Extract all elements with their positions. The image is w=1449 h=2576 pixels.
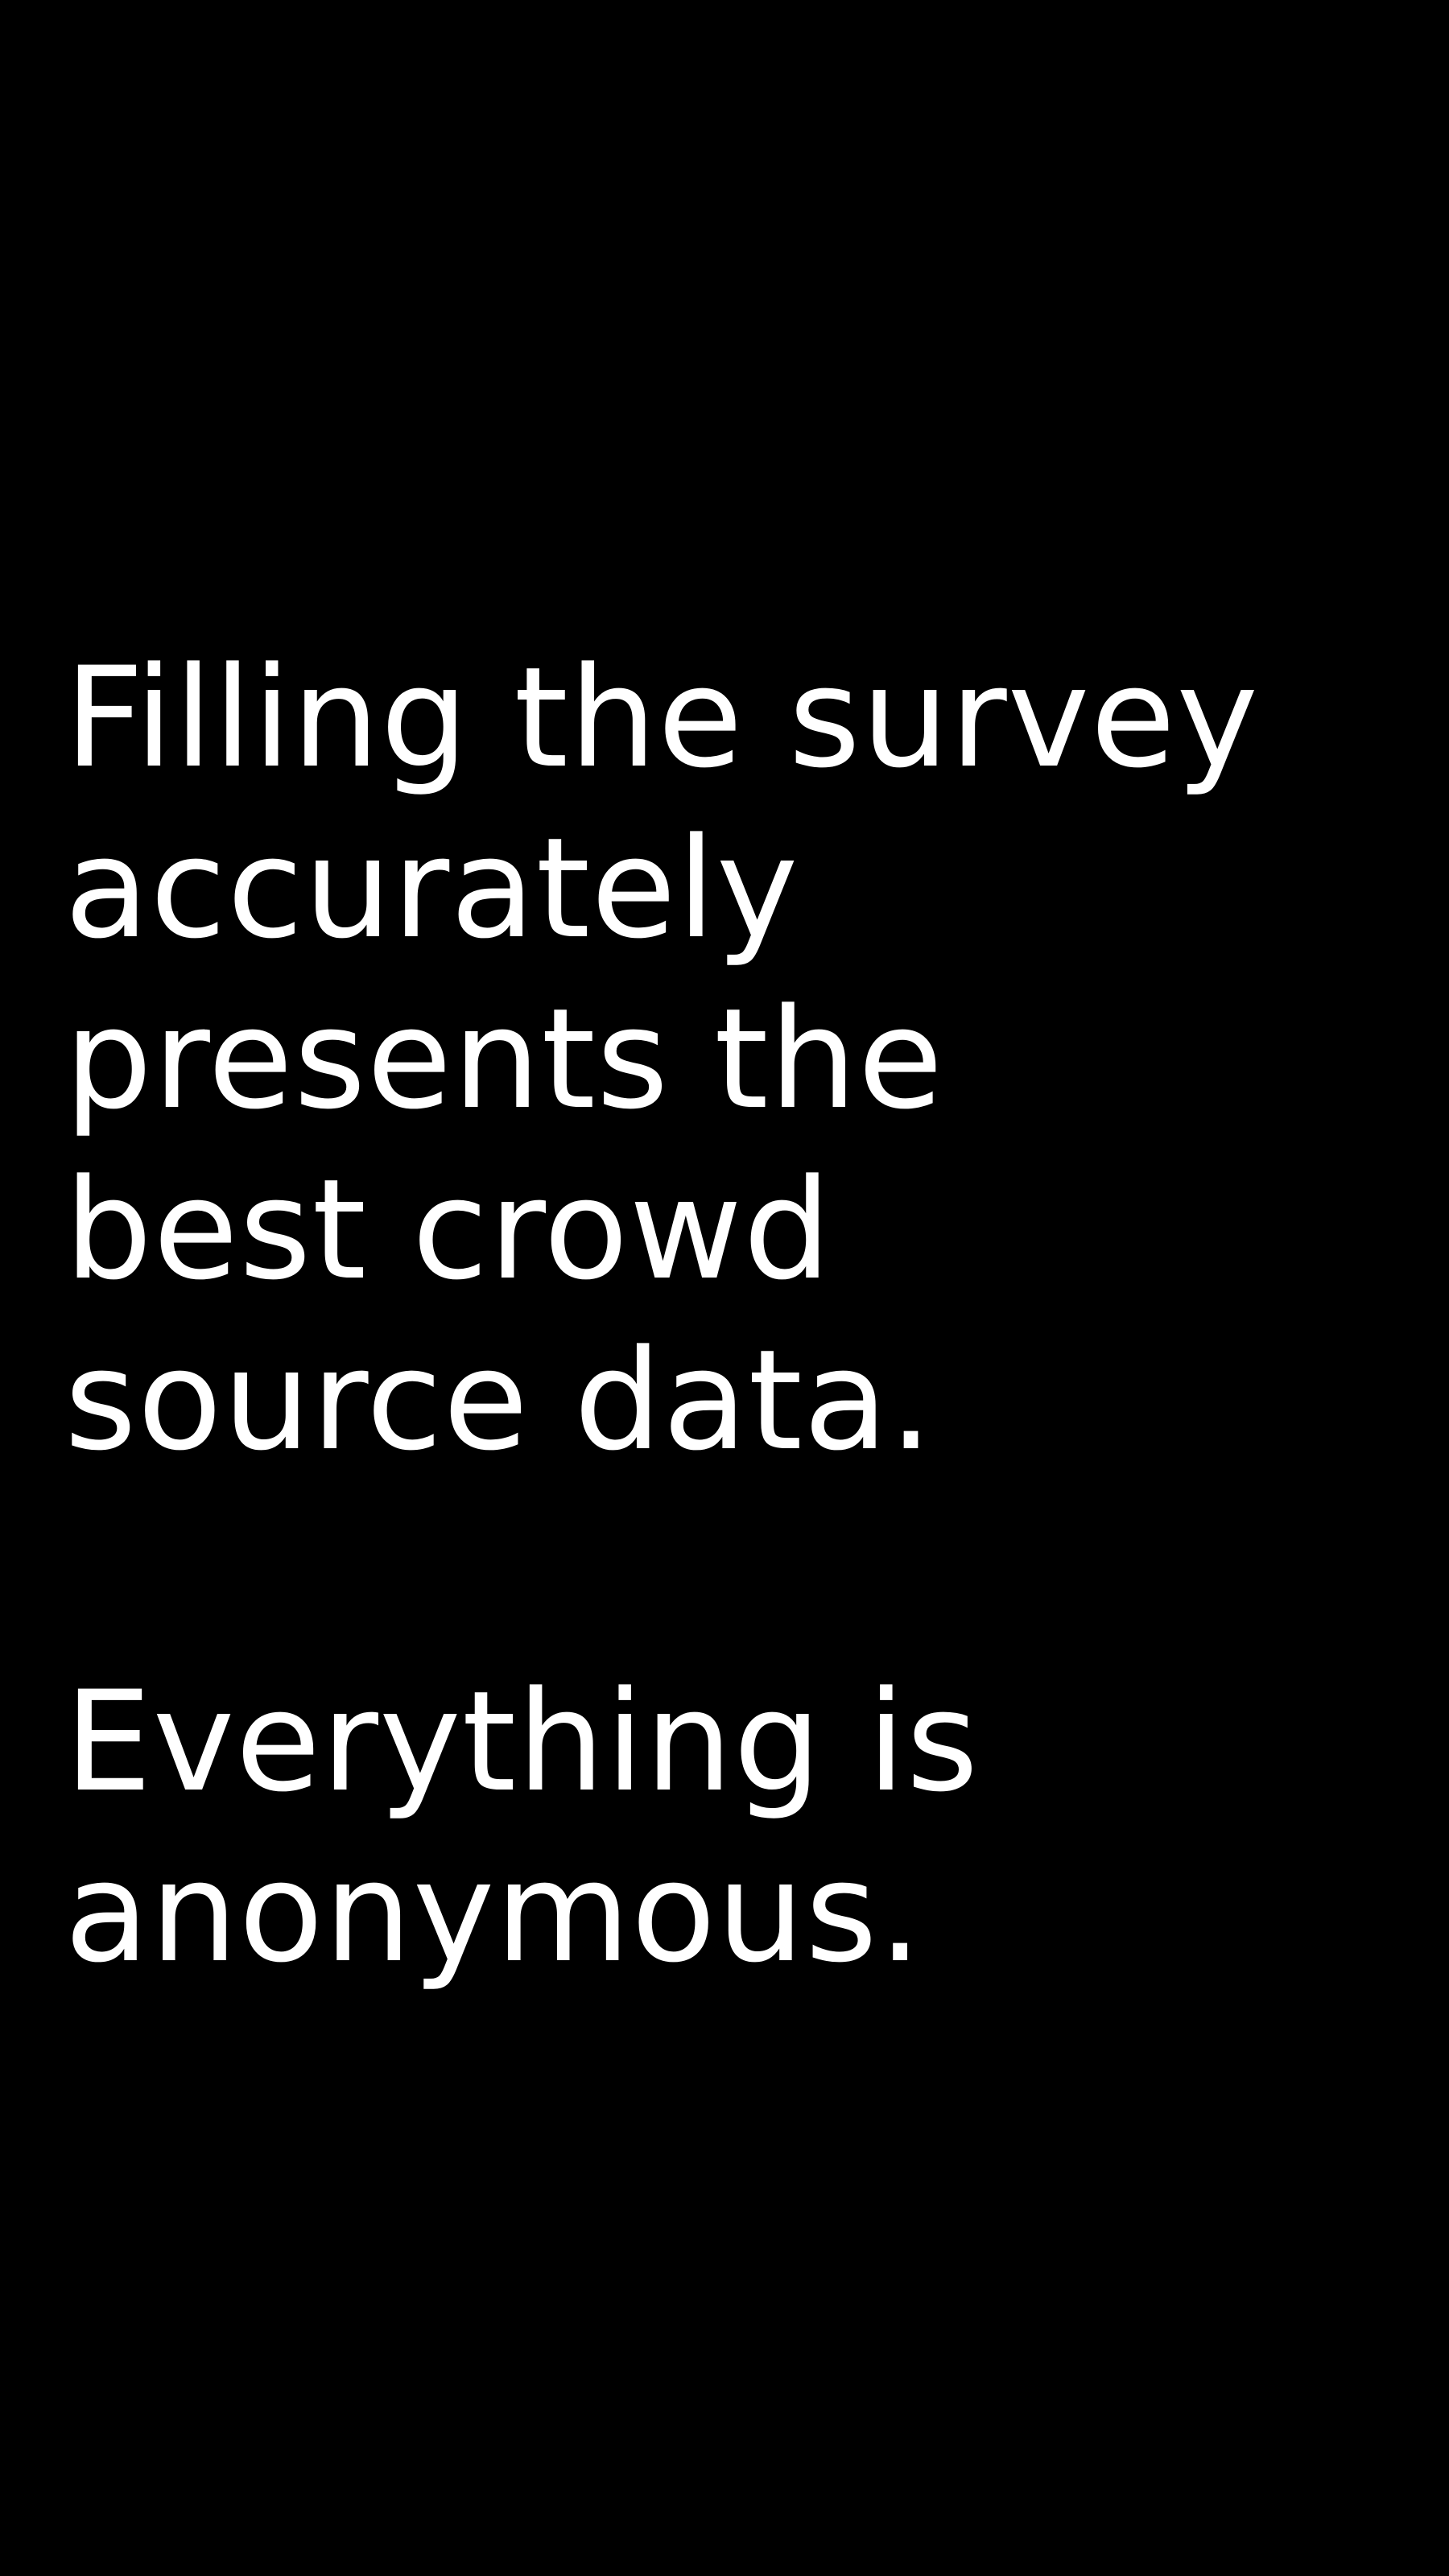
message-line: best crowd — [64, 1149, 832, 1311]
message-line: accurately — [64, 807, 799, 969]
survey-message: Filling the survey accurately presents t… — [64, 633, 1433, 1998]
paragraph-spacer — [64, 1486, 1433, 1657]
message-line: source data. — [64, 1319, 934, 1481]
message-line: Filling the survey — [64, 637, 1260, 799]
anonymity-line: Everything is — [64, 1661, 980, 1823]
message-line: presents the — [64, 978, 944, 1140]
anonymity-line: anonymous. — [64, 1831, 923, 1993]
